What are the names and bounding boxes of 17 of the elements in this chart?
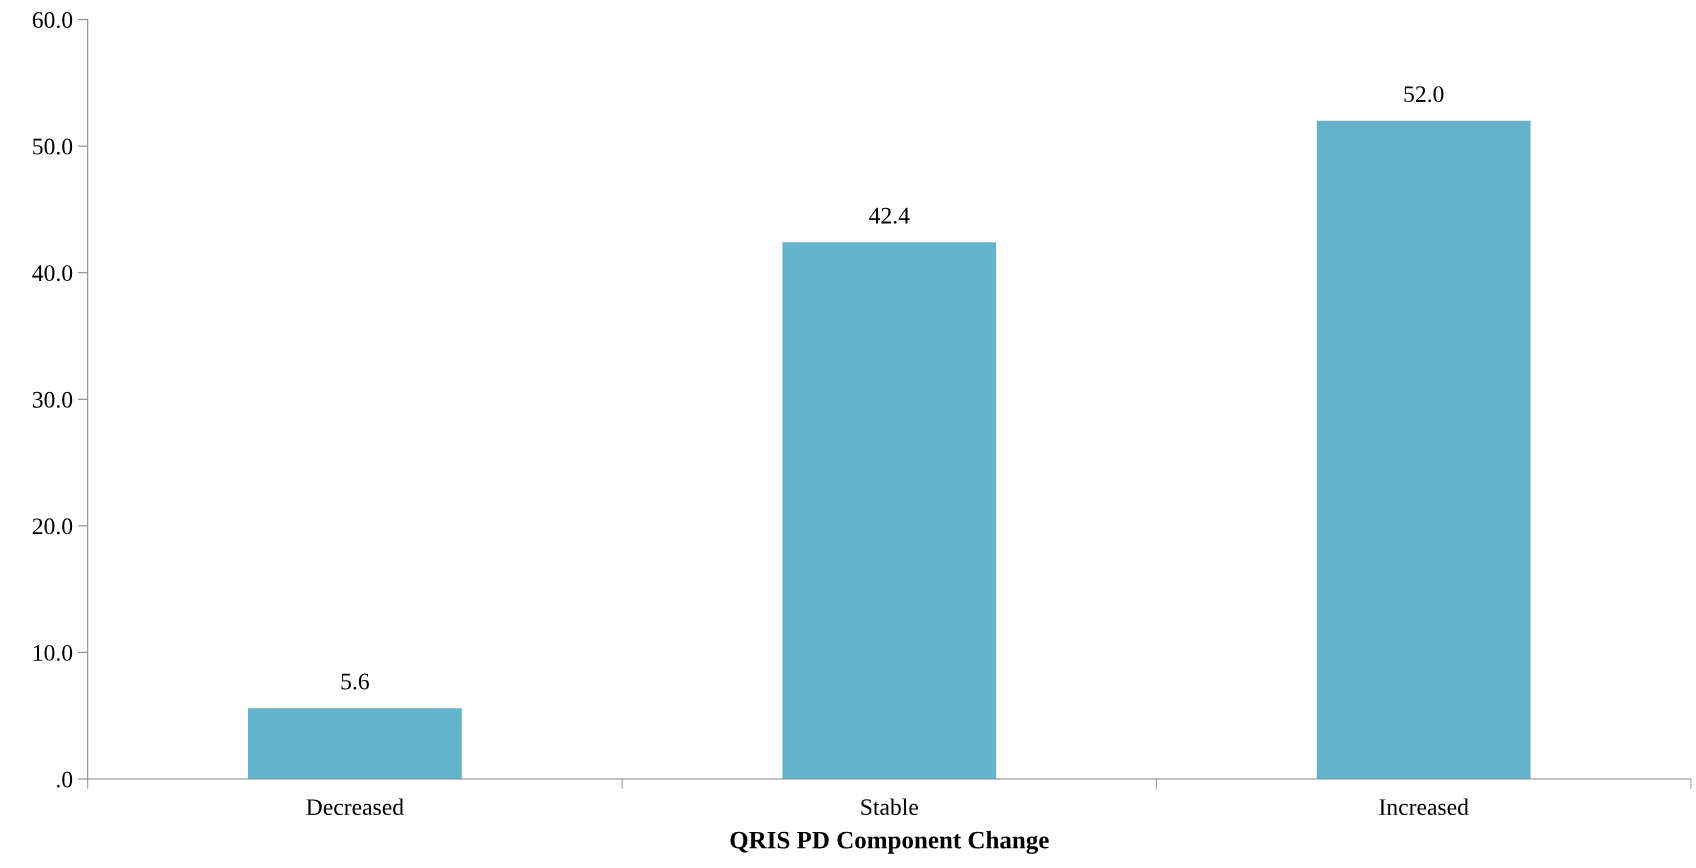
data-label: 5.6: [341, 673, 369, 690]
y-tick-label: .0: [56, 771, 73, 788]
x-tick-label: Decreased: [306, 798, 404, 816]
x-axis-title: QRIS PD Component Change: [730, 831, 1049, 854]
data-label: 42.4: [869, 207, 910, 224]
x-tick-label: Stable: [861, 798, 918, 816]
x-tick-label: Increased: [1379, 798, 1469, 816]
bar: [1316, 120, 1531, 780]
y-tick-label: 50.0: [33, 138, 73, 155]
y-tick-label: 20.0: [32, 518, 73, 535]
bar: [782, 242, 997, 780]
data-label: 52.0: [1404, 86, 1444, 103]
y-tick-label: 60.0: [32, 12, 73, 29]
bar: [248, 708, 462, 780]
y-tick-label: 10.0: [33, 644, 73, 661]
y-tick-label: 40.0: [32, 265, 73, 282]
y-tick-label: 30.0: [32, 391, 73, 408]
